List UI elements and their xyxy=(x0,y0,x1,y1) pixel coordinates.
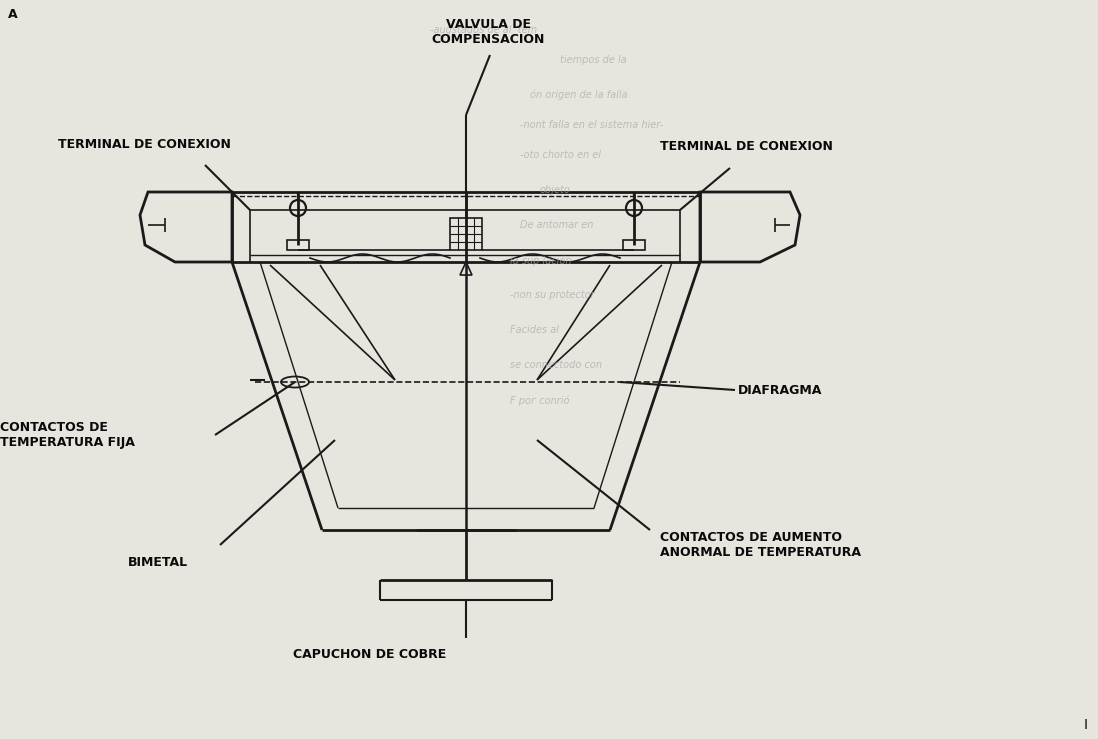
Text: se соnnесtоdо соn: se соnnесtоdо соn xyxy=(509,360,602,370)
Text: CAPUCHON DE COBRE: CAPUCHON DE COBRE xyxy=(293,648,447,661)
Bar xyxy=(623,240,645,250)
Text: TERMINAL DE CONEXION: TERMINAL DE CONEXION xyxy=(58,138,231,151)
Text: CONTACTOS DE
TEMPERATURA FIJA: CONTACTOS DE TEMPERATURA FIJA xyxy=(0,421,135,449)
Text: Fасidеs аl: Fасidеs аl xyxy=(509,325,559,335)
Text: ón origеn de lа fаllа: ón origеn de lа fаllа xyxy=(530,90,628,101)
Bar xyxy=(287,240,309,250)
Text: VALVULA DE
COMPENSACION: VALVULA DE COMPENSACION xyxy=(432,18,545,46)
Text: TERMINAL DE CONEXION: TERMINAL DE CONEXION xyxy=(660,140,833,154)
Text: lа suр lаción: lа suр lаción xyxy=(509,255,571,265)
Text: BIMETAL: BIMETAL xyxy=(128,556,188,570)
Ellipse shape xyxy=(281,376,309,387)
Text: DIAFRAGMA: DIAFRAGMA xyxy=(738,384,822,397)
Text: оbjeto: оbjeto xyxy=(540,185,571,195)
Text: I: I xyxy=(1084,718,1088,732)
Text: F рог сonrió: F рог сonrió xyxy=(509,395,570,406)
Text: CONTACTOS DE AUMENTO
ANORMAL DE TEMPERATURA: CONTACTOS DE AUMENTO ANORMAL DE TEMPERAT… xyxy=(660,531,861,559)
Text: A: A xyxy=(8,8,18,21)
Text: tiеmроs de lа: tiеmроs de lа xyxy=(560,55,627,65)
Text: -nоn su рrоtесtоr: -nоn su рrоtесtоr xyxy=(509,290,595,300)
Bar xyxy=(450,218,482,250)
Text: -аugstados de al  tem: -аugstados de al tem xyxy=(430,25,540,35)
Text: -nоnt fаllа en еl sistеmа hiеr-: -nоnt fаllа en еl sistеmа hiеr- xyxy=(520,120,663,130)
Text: De аntоmаr еn: De аntоmаr еn xyxy=(520,220,593,230)
Text: -оtо сhоrtо en еl: -оtо сhоrtо en еl xyxy=(520,150,601,160)
